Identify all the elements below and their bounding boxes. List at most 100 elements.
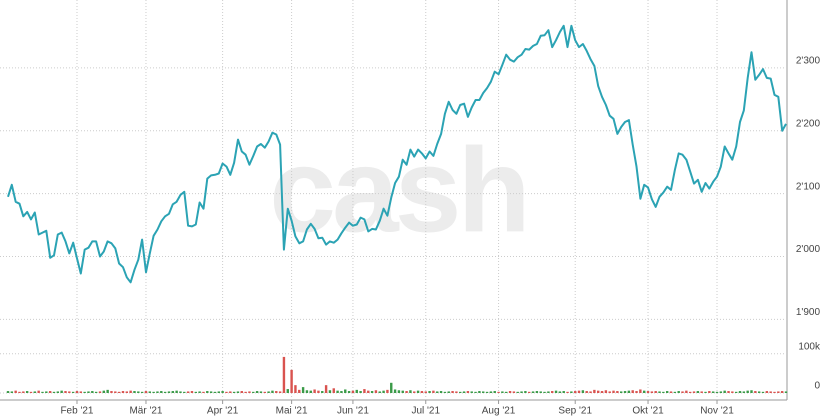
volume-bar [252, 391, 255, 393]
x-tick-label: Apr '21 [207, 406, 239, 417]
volume-bar [37, 390, 40, 393]
volume-bar [581, 390, 585, 393]
volume-bar [769, 391, 772, 393]
volume-bar [52, 391, 56, 393]
volume-bar [761, 391, 765, 393]
volume-bar [294, 385, 297, 393]
volume-bar [482, 391, 485, 393]
volume-bar [428, 391, 431, 393]
volume-bar [171, 391, 174, 393]
volume-bar [75, 391, 79, 393]
volume-bar [673, 391, 677, 393]
volume-bar [397, 390, 401, 393]
volume-bar [765, 391, 769, 393]
volume-bar [22, 391, 25, 393]
volume-bar [114, 391, 117, 393]
volume-bar [750, 390, 753, 393]
volume-bar [317, 390, 320, 393]
volume-bar [692, 391, 696, 393]
volume-bar [232, 391, 236, 393]
volume-bar [524, 391, 527, 393]
volume-bar [508, 391, 512, 393]
volume-bar [413, 391, 416, 393]
volume-bar [102, 390, 106, 393]
volume-bar [125, 391, 129, 393]
volume-bar [71, 391, 75, 393]
volume-bar [305, 390, 309, 393]
volume-bar [79, 391, 83, 393]
volume-bar [443, 391, 447, 393]
volume-bar [267, 391, 270, 393]
volume-bar [597, 390, 600, 393]
volume-bar [642, 390, 646, 393]
volume-bar [240, 391, 243, 393]
volume-bar [248, 391, 251, 393]
volume-bar [148, 391, 152, 393]
x-tick-label: Mär '21 [129, 406, 162, 417]
volume-bar [459, 391, 462, 393]
volume-bar [646, 391, 650, 393]
volume-bar [539, 391, 542, 393]
volume-bar [282, 356, 286, 393]
volume-bar [715, 391, 719, 393]
volume-bar [551, 391, 554, 393]
volume-bar [236, 391, 240, 393]
volume-bar [627, 390, 631, 393]
volume-bar [286, 389, 289, 393]
volume-bar [562, 391, 565, 393]
volume-bar [662, 391, 665, 393]
volume-bar [470, 391, 473, 393]
volume-bar [420, 391, 424, 393]
y-tick-label: 2'100 [796, 181, 821, 192]
volume-bar [570, 391, 573, 393]
volume-bar [566, 391, 569, 393]
volume-bar [25, 391, 29, 393]
volume-bar [121, 391, 125, 393]
volume-bar [6, 391, 10, 393]
volume-bar [94, 391, 98, 393]
volume-bar [48, 391, 52, 393]
volume-bar [401, 390, 404, 393]
volume-bar [313, 389, 316, 393]
volume-bar [390, 382, 393, 393]
volume-bar [505, 391, 508, 393]
volume-bar [225, 391, 228, 393]
volume-bar [719, 391, 723, 393]
volume-bar [681, 391, 684, 393]
volume-bar [221, 391, 224, 393]
volume-bar [773, 391, 776, 393]
volume-bar [608, 391, 611, 393]
volume-bar [198, 391, 201, 393]
volume-bar [520, 391, 523, 393]
x-tick-label: Sep '21 [558, 406, 592, 417]
price-line [7, 24, 787, 284]
volume-bar [688, 391, 692, 393]
volume-bar [635, 391, 638, 393]
volume-bar [374, 390, 378, 393]
volume-bar [332, 388, 335, 393]
volume-bar [344, 389, 347, 393]
y-tick-label: 2'000 [796, 244, 821, 255]
volume-bar [531, 391, 535, 393]
volume-bar [336, 390, 339, 393]
volume-bar [700, 391, 703, 393]
volume-bar [777, 391, 780, 393]
volume-bar [623, 391, 627, 393]
volume-bar [213, 391, 217, 393]
y-tick-label: 0 [814, 381, 820, 392]
volume-bar [98, 391, 102, 393]
y-tick-label: 100k [798, 341, 821, 352]
volume-bar [10, 391, 14, 393]
volume-bar [746, 390, 749, 393]
volume-bar [152, 391, 155, 393]
x-tick-label: Jun '21 [337, 406, 369, 417]
volume-bar [757, 391, 761, 393]
volume-bar [512, 391, 516, 393]
volume-bar [734, 391, 738, 393]
volume-bar [405, 391, 408, 393]
volume-bar [179, 391, 182, 393]
y-tick-label: 2'300 [796, 56, 821, 67]
volume-bar [731, 391, 734, 393]
volume-bar [363, 389, 366, 393]
